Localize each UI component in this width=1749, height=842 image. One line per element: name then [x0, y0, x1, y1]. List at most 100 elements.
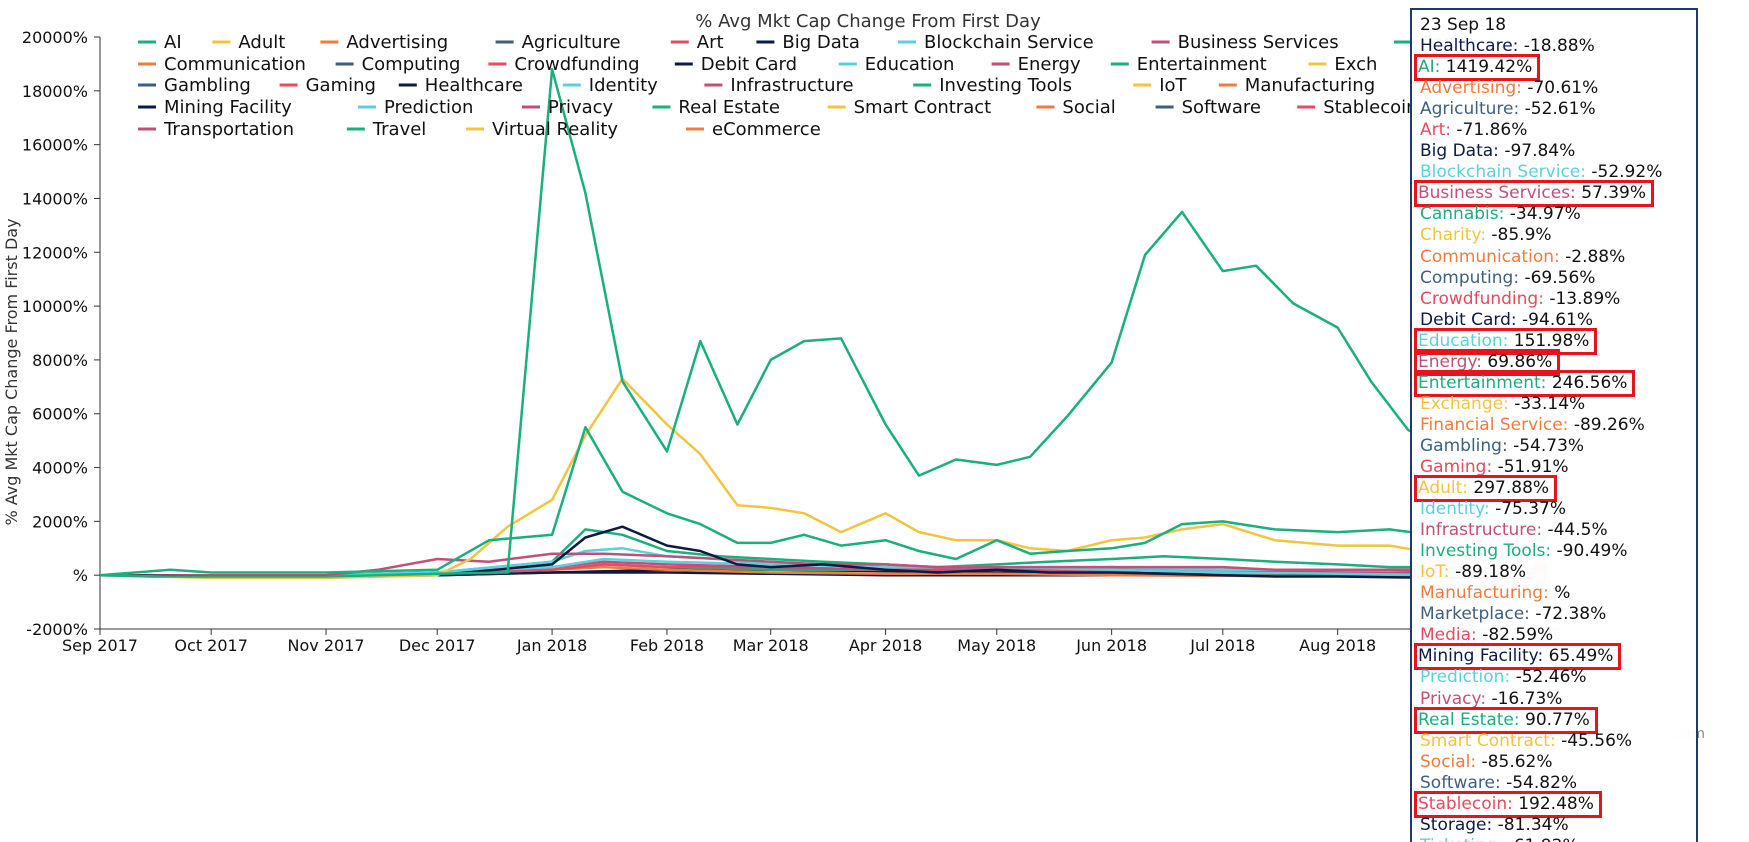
tooltip-series-value: -69.56%: [1524, 267, 1596, 288]
tooltip-row: Blockchain Service: -52.92%: [1420, 162, 1662, 182]
legend-label: Prediction: [384, 97, 473, 118]
legend-label: Adult: [238, 32, 285, 53]
legend-item: Advertising: [320, 32, 448, 53]
legend-item: Identity: [562, 75, 658, 96]
legend: AI Adult Advertising Agriculture Art Big Data…: [138, 32, 1466, 140]
tooltip-series-value: %: [1554, 583, 1571, 604]
tooltip-row-line: Big Data: -97.84%: [1420, 141, 1696, 162]
tooltip-series-name: Social:: [1420, 751, 1477, 772]
tooltip-series-name: Business Services:: [1418, 183, 1576, 204]
tooltip-row: Debit Card: -94.61%: [1420, 310, 1593, 330]
legend-label: AI: [164, 32, 182, 53]
tooltip-row-line: Infrastructure: -44.5%: [1420, 520, 1696, 541]
tooltip-series-value: -44.5%: [1547, 520, 1608, 541]
tooltip-row: IoT: -89.18%: [1420, 562, 1526, 582]
legend-item: Education: [838, 54, 954, 75]
tooltip-row: Financial Service: -89.26%: [1420, 415, 1645, 435]
tooltip-series-name: Art:: [1420, 120, 1452, 141]
legend-item: Investing Tools: [913, 75, 1072, 96]
tooltip-row-line: Storage: -81.34%: [1420, 815, 1696, 836]
x-tick-label: Jun 2018: [1075, 636, 1147, 655]
tooltip-row: Charity: -85.9%: [1420, 225, 1552, 245]
legend-item: Blockchain Service: [898, 32, 1094, 53]
legend-item: Stablecoin: [1297, 97, 1418, 118]
tooltip-series-name: Cannabis:: [1420, 204, 1505, 225]
tooltip-row-line: Manufacturing: %: [1420, 583, 1696, 604]
legend-item: Business Services: [1151, 32, 1339, 53]
tooltip-row: Crowdfunding: -13.89%: [1420, 289, 1620, 309]
legend-label: Stablecoin: [1323, 97, 1417, 118]
tooltip-row-line: Communication: -2.88%: [1420, 247, 1696, 268]
y-tick-label: 16000%: [22, 136, 88, 155]
x-tick-label: Sep 2017: [62, 636, 138, 655]
tooltip-rows: Healthcare: -18.88% AI: 1419.42% Advertisi…: [1413, 36, 1696, 842]
legend-item: Travel: [346, 119, 427, 140]
tooltip-series-value: -45.56%: [1561, 730, 1633, 751]
tooltip-row: Mining Facility: 65.49%: [1413, 643, 1622, 671]
legend-item: Manufacturing: [1218, 75, 1375, 96]
tooltip-series-name: Communication:: [1420, 246, 1560, 267]
legend-item: Adult: [212, 32, 285, 53]
tooltip-series-value: -82.59%: [1482, 625, 1554, 646]
tooltip-row: Healthcare: -18.88%: [1420, 36, 1595, 56]
tooltip-row: Entertainment: 246.56%: [1413, 369, 1636, 397]
x-tick-label: Jul 2018: [1189, 636, 1255, 655]
tooltip-row: Manufacturing: %: [1420, 583, 1570, 603]
tooltip-row-line: Charity: -85.9%: [1420, 225, 1696, 246]
tooltip-row-line: Smart Contract: -45.56%: [1420, 731, 1696, 752]
tooltip-series-value: -75.37%: [1495, 499, 1567, 520]
legend-label: Business Services: [1178, 32, 1339, 53]
legend-label: Entertainment: [1137, 54, 1267, 75]
tooltip-series-name: Healthcare:: [1420, 36, 1519, 57]
legend-label: Travel: [372, 119, 427, 140]
tooltip-row: Computing: -69.56%: [1420, 268, 1595, 288]
y-tick-label: 6000%: [32, 405, 88, 424]
tooltip-row: Media: -82.59%: [1420, 625, 1553, 645]
legend-item: Art: [670, 32, 724, 53]
legend-item: Gambling: [138, 75, 251, 96]
legend-item: Healthcare: [398, 75, 523, 96]
tooltip-row: AI: 1419.42%: [1413, 54, 1541, 82]
legend-item: Entertainment: [1110, 54, 1267, 75]
x-tick-label: Jan 2018: [516, 636, 587, 655]
legend-item: eCommerce: [686, 119, 821, 140]
x-tick-label: Mar 2018: [733, 636, 809, 655]
legend-item: Energy: [991, 54, 1081, 75]
axes: [99, 37, 1560, 630]
tooltip-series-name: Media:: [1420, 625, 1477, 646]
tooltip-series-name: Debit Card:: [1420, 309, 1517, 330]
tooltip-row: Investing Tools: -90.49%: [1420, 541, 1628, 561]
tooltip-series-name: Software:: [1420, 772, 1501, 793]
tooltip-series-value: -89.18%: [1455, 562, 1527, 583]
tooltip-series-value: -33.14%: [1514, 393, 1586, 414]
series-line-adult: [99, 377, 1535, 580]
tooltip-row: Exchange: -33.14%: [1420, 394, 1585, 414]
legend-item: Computing: [335, 54, 460, 75]
y-tick-label: 18000%: [22, 82, 88, 101]
tooltip-series-value: 297.88%: [1473, 478, 1550, 499]
tooltip-series-value: -85.9%: [1491, 225, 1552, 246]
legend-item: IoT: [1133, 75, 1188, 96]
tooltip-series-name: Ticketing:: [1420, 836, 1502, 842]
y-axis-label-group: % Avg Mkt Cap Change From First Day: [2, 218, 21, 525]
legend-label: Big Data: [782, 32, 859, 53]
tooltip-row-line: Crowdfunding: -13.89%: [1420, 289, 1696, 310]
tooltip-series-name: Financial Service:: [1420, 414, 1569, 435]
tooltip-series-value: 246.56%: [1551, 372, 1628, 393]
y-tick-label: %: [73, 566, 88, 585]
legend-label: Gaming: [306, 75, 376, 96]
series-line-blockchain-service: [100, 547, 1535, 578]
tooltip-series-value: -54.73%: [1513, 435, 1585, 456]
tooltip-series-name: Manufacturing:: [1420, 583, 1549, 604]
tooltip-series-value: 57.39%: [1581, 183, 1647, 204]
tooltip-series-value: -85.62%: [1481, 751, 1553, 772]
legend-item: Infrastructure: [704, 75, 854, 96]
legend-label: Investing Tools: [939, 75, 1072, 96]
tooltip-row: Smart Contract: -45.56%: [1420, 731, 1632, 751]
tooltip-row-line: Advertising: -70.61%: [1420, 78, 1696, 99]
tooltip-series-value: 192.48%: [1518, 793, 1594, 814]
tooltip-row-line: Identity: -75.37%: [1420, 499, 1696, 520]
tooltip-row-line: Gaming: -51.91%: [1420, 457, 1696, 478]
tooltip-row-line: AI: 1419.42%: [1413, 54, 1696, 82]
x-axis-ticks: Sep 2017 Oct 2017 Nov 2017 Dec 2017 Jan 2018…: [62, 629, 1491, 655]
